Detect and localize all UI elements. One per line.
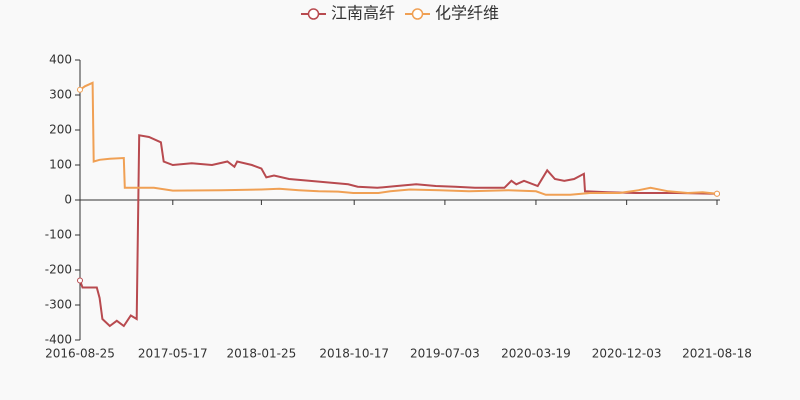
legend-text: 化学纤维 bbox=[435, 4, 499, 23]
point-marker bbox=[77, 277, 83, 284]
x-tick-label: 2021-08-18 bbox=[682, 347, 752, 361]
x-tick-label: 2017-05-17 bbox=[138, 347, 208, 361]
legend-item: 化学纤维 bbox=[405, 4, 499, 23]
series-line bbox=[79, 81, 718, 196]
series-line bbox=[79, 134, 718, 328]
legend-marker bbox=[307, 8, 320, 20]
y-tick-label: 200 bbox=[49, 123, 72, 137]
legend: 江南高纤 化学纤维 bbox=[300, 4, 499, 23]
x-tick-label: 2018-01-25 bbox=[227, 347, 297, 361]
legend-item: 江南高纤 bbox=[300, 4, 395, 23]
y-tick-label: 400 bbox=[49, 53, 72, 67]
y-tick-label: 300 bbox=[49, 88, 72, 102]
x-tick-label: 2020-12-03 bbox=[592, 347, 662, 361]
point-marker bbox=[714, 190, 720, 197]
legend-text: 江南高纤 bbox=[331, 4, 395, 23]
point-marker bbox=[77, 86, 83, 93]
legend-marker bbox=[411, 8, 424, 20]
y-tick-label: -400 bbox=[45, 333, 72, 347]
y-tick-label: -300 bbox=[45, 298, 72, 312]
y-tick-label: -100 bbox=[45, 228, 72, 242]
y-tick-label: -200 bbox=[45, 263, 72, 277]
y-tick-label: 0 bbox=[64, 193, 72, 207]
x-tick-label: 2020-03-19 bbox=[501, 347, 571, 361]
y-tick-label: 100 bbox=[49, 158, 72, 172]
x-tick-label: 2018-10-17 bbox=[319, 347, 389, 361]
x-tick-label: 2016-08-25 bbox=[45, 347, 115, 361]
x-tick-label: 2019-07-03 bbox=[410, 347, 480, 361]
